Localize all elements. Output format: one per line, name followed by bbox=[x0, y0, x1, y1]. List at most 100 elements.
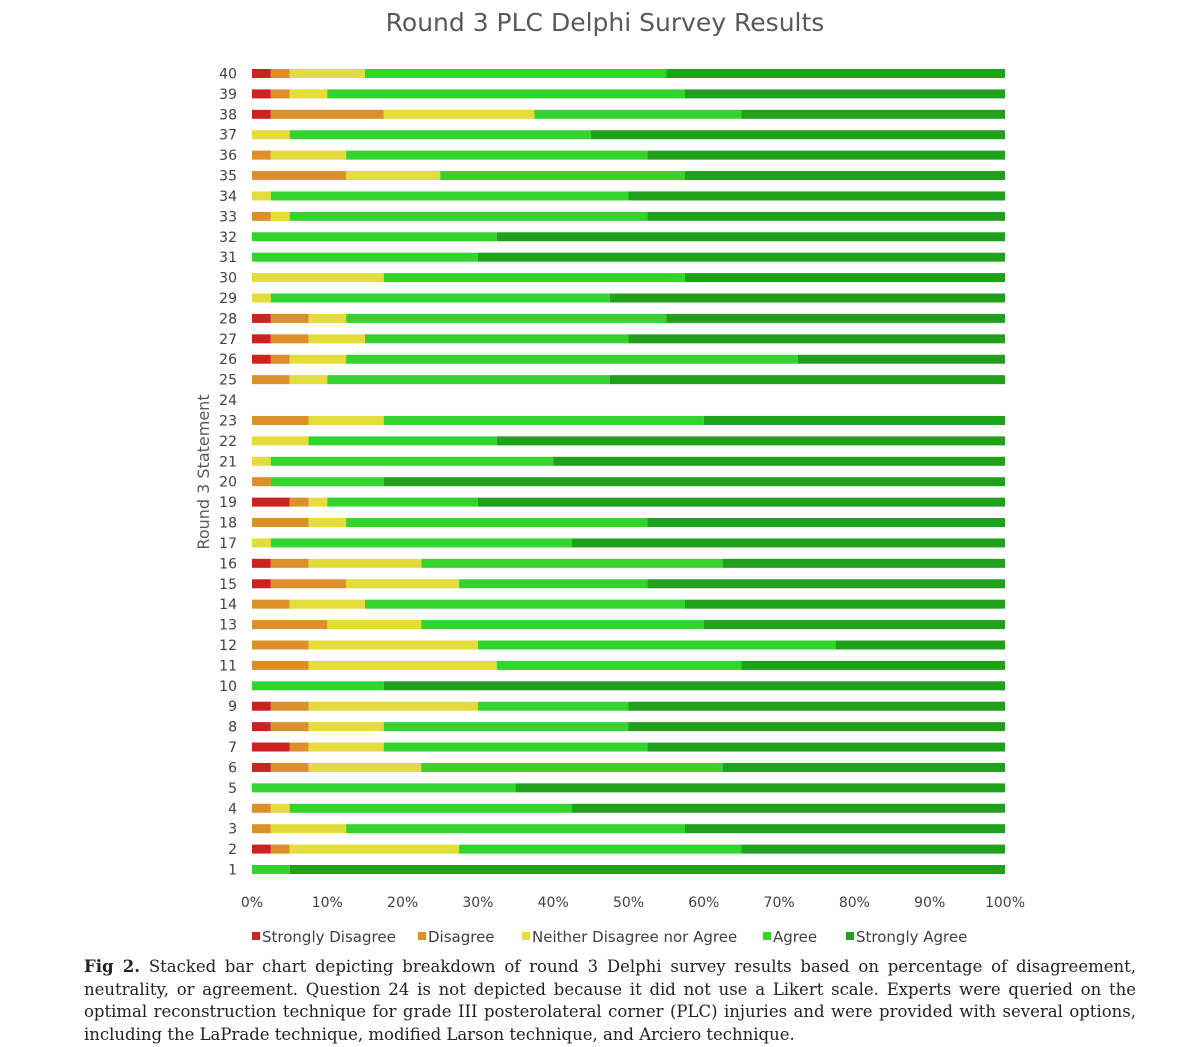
bar-segment-agree-39 bbox=[327, 89, 685, 99]
bar-segment-agree-5 bbox=[252, 783, 516, 793]
bar-segment-strongly-disagree-2 bbox=[252, 844, 271, 854]
bar-segment-strongly-disagree-39 bbox=[252, 89, 271, 99]
bar-segment-agree-6 bbox=[421, 762, 723, 772]
bar-segment-strongly-agree-26 bbox=[797, 354, 1006, 364]
y-axis-title: Round 3 Statement bbox=[194, 394, 213, 549]
y-tick-label: 17 bbox=[219, 536, 237, 552]
bar-segment-neither-disagree-nor-agree-19 bbox=[308, 497, 328, 507]
bar-segment-disagree-9 bbox=[270, 701, 309, 711]
y-tick-label: 13 bbox=[219, 618, 237, 634]
y-tick-label: 24 bbox=[219, 393, 237, 409]
bar-segment-neither-disagree-nor-agree-17 bbox=[252, 538, 271, 548]
x-tick-label: 10% bbox=[312, 895, 343, 911]
bar-segment-strongly-disagree-26 bbox=[252, 354, 271, 364]
bar-segment-neither-disagree-nor-agree-35 bbox=[346, 171, 441, 181]
bar-segment-disagree-36 bbox=[252, 150, 271, 160]
y-tick-label: 39 bbox=[219, 87, 237, 103]
bar-segment-disagree-2 bbox=[270, 844, 290, 854]
bars-layer bbox=[252, 69, 1006, 874]
bar-segment-neither-disagree-nor-agree-30 bbox=[252, 273, 384, 283]
y-tick-label: 18 bbox=[219, 516, 237, 532]
bar-segment-disagree-7 bbox=[289, 742, 309, 752]
bar-segment-strongly-agree-38 bbox=[741, 109, 1005, 119]
bar-segment-neither-disagree-nor-agree-7 bbox=[308, 742, 384, 752]
legend-label: Disagree bbox=[428, 928, 495, 946]
bar-segment-neither-disagree-nor-agree-16 bbox=[308, 558, 422, 568]
bar-segment-agree-1 bbox=[252, 865, 290, 874]
bar-segment-neither-disagree-nor-agree-12 bbox=[308, 640, 478, 650]
bar-segment-neither-disagree-nor-agree-14 bbox=[289, 599, 365, 609]
caption-label: Fig 2. bbox=[84, 957, 141, 976]
bar-segment-agree-35 bbox=[440, 171, 685, 181]
x-tick-labels: 0% 10% 20% 30% 40% 50% 60% 70% 80% 90% 100% bbox=[241, 895, 1025, 911]
y-tick-label: 38 bbox=[219, 107, 237, 123]
y-tick-label: 27 bbox=[219, 332, 237, 348]
bar-segment-agree-18 bbox=[346, 518, 648, 528]
y-tick-labels: 1234567891011121314151617181920212223242… bbox=[219, 67, 237, 879]
bar-segment-strongly-disagree-7 bbox=[252, 742, 290, 752]
bar-segment-disagree-33 bbox=[252, 211, 271, 221]
y-tick-label: 35 bbox=[219, 169, 237, 185]
bar-segment-disagree-19 bbox=[289, 497, 309, 507]
x-tick-label: 90% bbox=[914, 895, 945, 911]
y-tick-label: 3 bbox=[228, 822, 237, 838]
bar-segment-agree-9 bbox=[477, 701, 629, 711]
y-tick-label: 8 bbox=[228, 720, 237, 736]
bar-segment-strongly-agree-28 bbox=[666, 313, 1005, 323]
bar-segment-neither-disagree-nor-agree-29 bbox=[252, 293, 271, 303]
bar-segment-strongly-agree-33 bbox=[647, 211, 1006, 221]
bar-segment-strongly-agree-25 bbox=[609, 375, 1005, 385]
y-tick-label: 9 bbox=[228, 699, 237, 715]
bar-segment-strongly-disagree-38 bbox=[252, 109, 271, 119]
bar-segment-agree-31 bbox=[252, 252, 478, 262]
bar-segment-strongly-agree-23 bbox=[703, 415, 1005, 425]
bar-segment-strongly-agree-10 bbox=[383, 681, 1005, 691]
bar-segment-agree-22 bbox=[308, 436, 497, 446]
legend-swatch bbox=[763, 932, 771, 940]
bar-segment-strongly-agree-29 bbox=[609, 293, 1005, 303]
bar-segment-strongly-agree-15 bbox=[647, 579, 1006, 589]
legend-swatch bbox=[418, 932, 426, 940]
bar-segment-neither-disagree-nor-agree-22 bbox=[252, 436, 309, 446]
bar-segment-disagree-3 bbox=[252, 824, 271, 834]
y-tick-label: 32 bbox=[219, 230, 237, 246]
bar-segment-agree-23 bbox=[383, 415, 704, 425]
bar-segment-strongly-agree-18 bbox=[647, 518, 1006, 528]
bar-segment-strongly-agree-22 bbox=[496, 436, 1006, 446]
y-tick-label: 30 bbox=[219, 271, 237, 287]
bar-segment-disagree-20 bbox=[252, 477, 271, 487]
y-tick-label: 25 bbox=[219, 373, 237, 389]
bar-segment-strongly-agree-21 bbox=[553, 456, 1005, 466]
y-tick-label: 36 bbox=[219, 148, 237, 164]
bar-segment-neither-disagree-nor-agree-4 bbox=[270, 803, 290, 813]
bar-segment-agree-38 bbox=[534, 109, 742, 119]
bar-segment-strongly-agree-32 bbox=[496, 232, 1006, 242]
y-tick-label: 29 bbox=[219, 291, 237, 307]
bar-segment-strongly-agree-17 bbox=[572, 538, 1006, 548]
bar-segment-strongly-disagree-8 bbox=[252, 722, 271, 732]
y-tick-label: 10 bbox=[219, 679, 237, 695]
bar-segment-strongly-agree-20 bbox=[383, 477, 1005, 487]
bar-segment-agree-36 bbox=[346, 150, 648, 160]
x-tick-label: 40% bbox=[538, 895, 569, 911]
bar-segment-neither-disagree-nor-agree-25 bbox=[289, 375, 328, 385]
bar-segment-neither-disagree-nor-agree-21 bbox=[252, 456, 271, 466]
bar-segment-agree-16 bbox=[421, 558, 723, 568]
legend-swatch bbox=[252, 932, 260, 940]
x-tick-label: 20% bbox=[387, 895, 418, 911]
bar-segment-neither-disagree-nor-agree-2 bbox=[289, 844, 460, 854]
y-tick-label: 1 bbox=[228, 863, 237, 879]
bar-segment-agree-40 bbox=[364, 69, 667, 78]
y-tick-label: 22 bbox=[219, 434, 237, 450]
bar-segment-disagree-12 bbox=[252, 640, 309, 650]
bar-segment-disagree-23 bbox=[252, 415, 309, 425]
bar-segment-strongly-agree-27 bbox=[628, 334, 1005, 344]
caption-text: Stacked bar chart depicting breakdown of… bbox=[84, 957, 1136, 1044]
bar-segment-strongly-agree-11 bbox=[741, 660, 1005, 670]
bar-segment-strongly-agree-31 bbox=[477, 252, 1005, 262]
bar-segment-neither-disagree-nor-agree-15 bbox=[346, 579, 460, 589]
bar-segment-neither-disagree-nor-agree-18 bbox=[308, 518, 347, 528]
bar-segment-agree-14 bbox=[364, 599, 685, 609]
bar-segment-strongly-disagree-27 bbox=[252, 334, 271, 344]
y-tick-label: 19 bbox=[219, 495, 237, 511]
